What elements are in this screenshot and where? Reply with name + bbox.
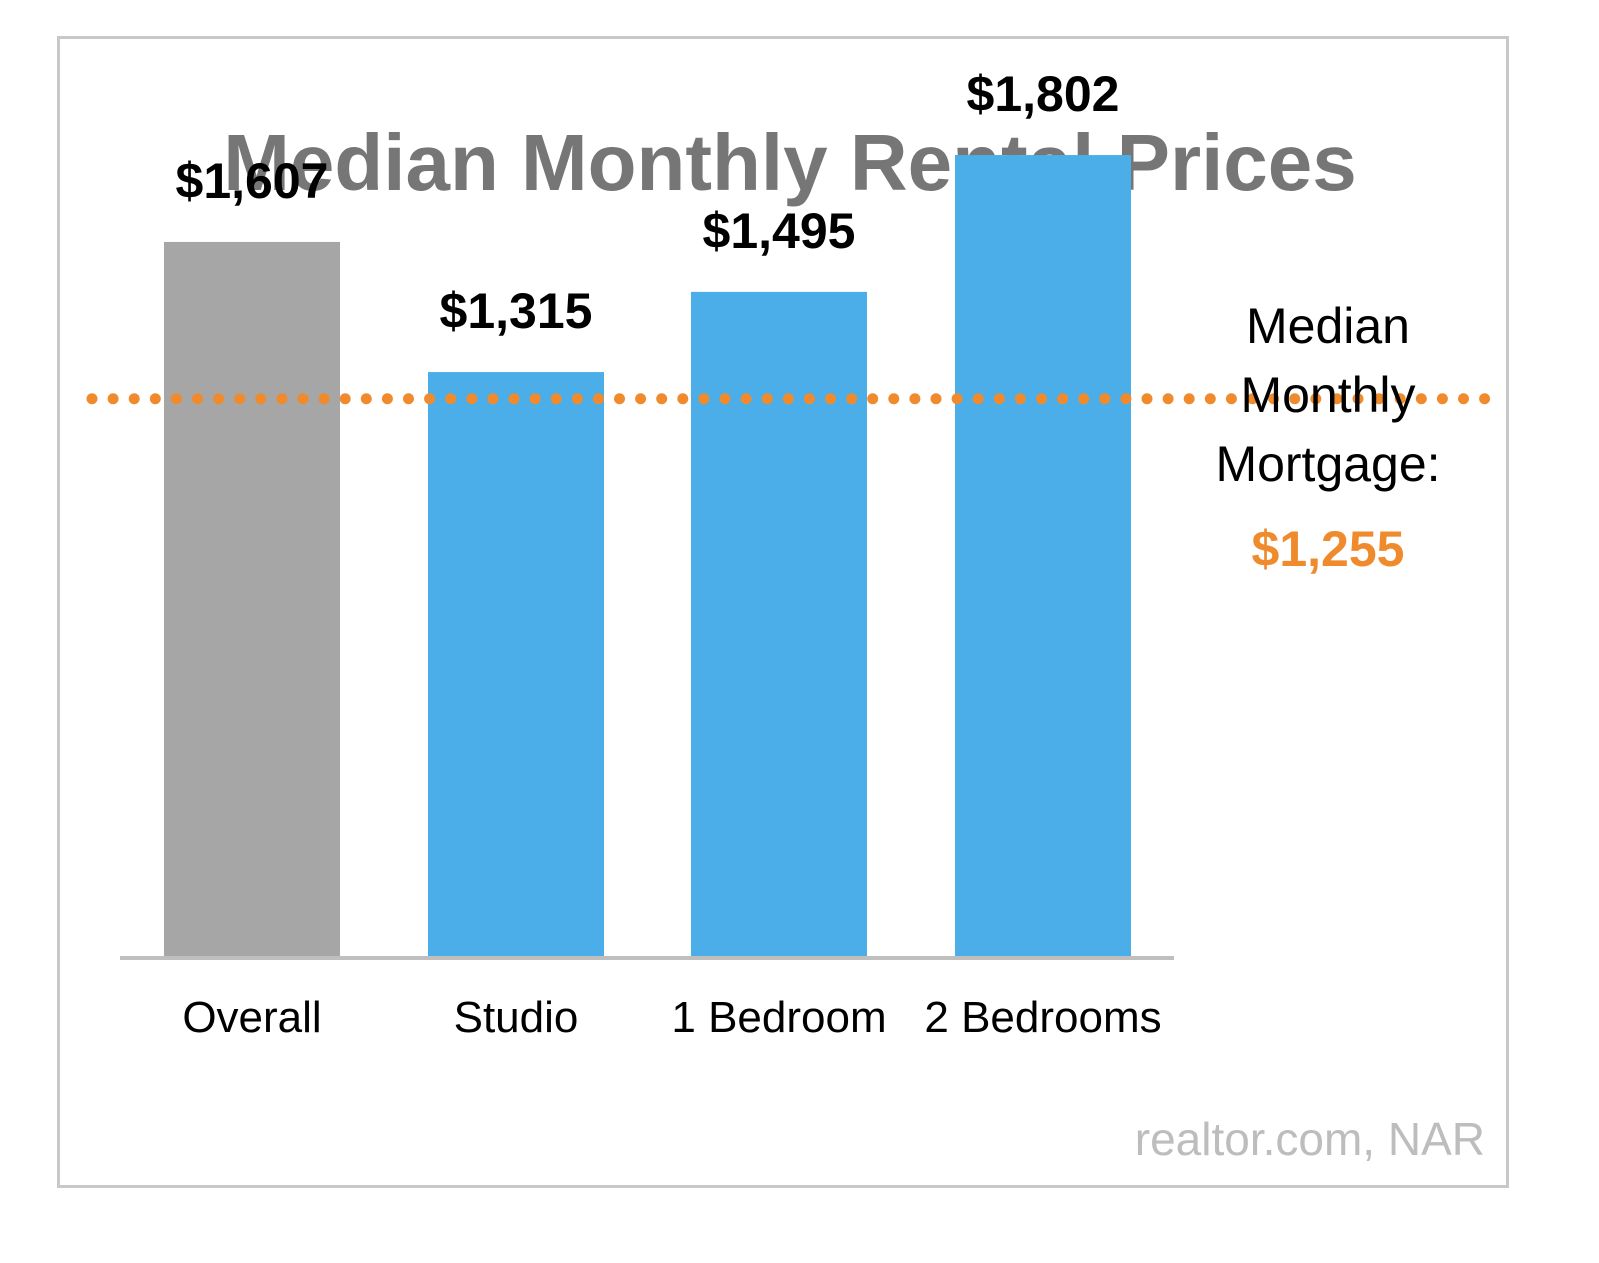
value-label: $1,802 <box>967 66 1120 122</box>
bar-overall <box>164 241 340 959</box>
value-label: $1,315 <box>440 283 593 339</box>
value-label: $1,495 <box>703 203 856 259</box>
category-label: 2 Bedrooms <box>924 993 1161 1042</box>
category-labels-group: Overall Studio 1 Bedroom 2 Bedrooms <box>182 993 1161 1042</box>
bar-2-bedrooms <box>955 155 1131 959</box>
mortgage-label-line-2: Monthly <box>1240 367 1415 423</box>
bars-group <box>164 155 1131 959</box>
category-label: Overall <box>182 993 321 1042</box>
mortgage-label-line-1: Median <box>1246 298 1410 354</box>
value-label: $1,607 <box>176 153 329 209</box>
category-label: 1 Bedroom <box>671 993 886 1042</box>
category-label: Studio <box>454 993 579 1042</box>
mortgage-value-label: $1,255 <box>1252 521 1405 577</box>
chart-title: Median Monthly Rental Prices <box>223 118 1357 207</box>
mortgage-label-line-3: Mortgage: <box>1215 436 1440 492</box>
bar-studio <box>428 372 604 959</box>
chart-frame <box>57 36 1509 1188</box>
bar-1-bedroom <box>691 291 867 958</box>
source-credit: realtor.com, NAR <box>1135 1113 1485 1165</box>
value-labels-group: $1,607 $1,315 $1,495 $1,802 <box>176 66 1120 339</box>
